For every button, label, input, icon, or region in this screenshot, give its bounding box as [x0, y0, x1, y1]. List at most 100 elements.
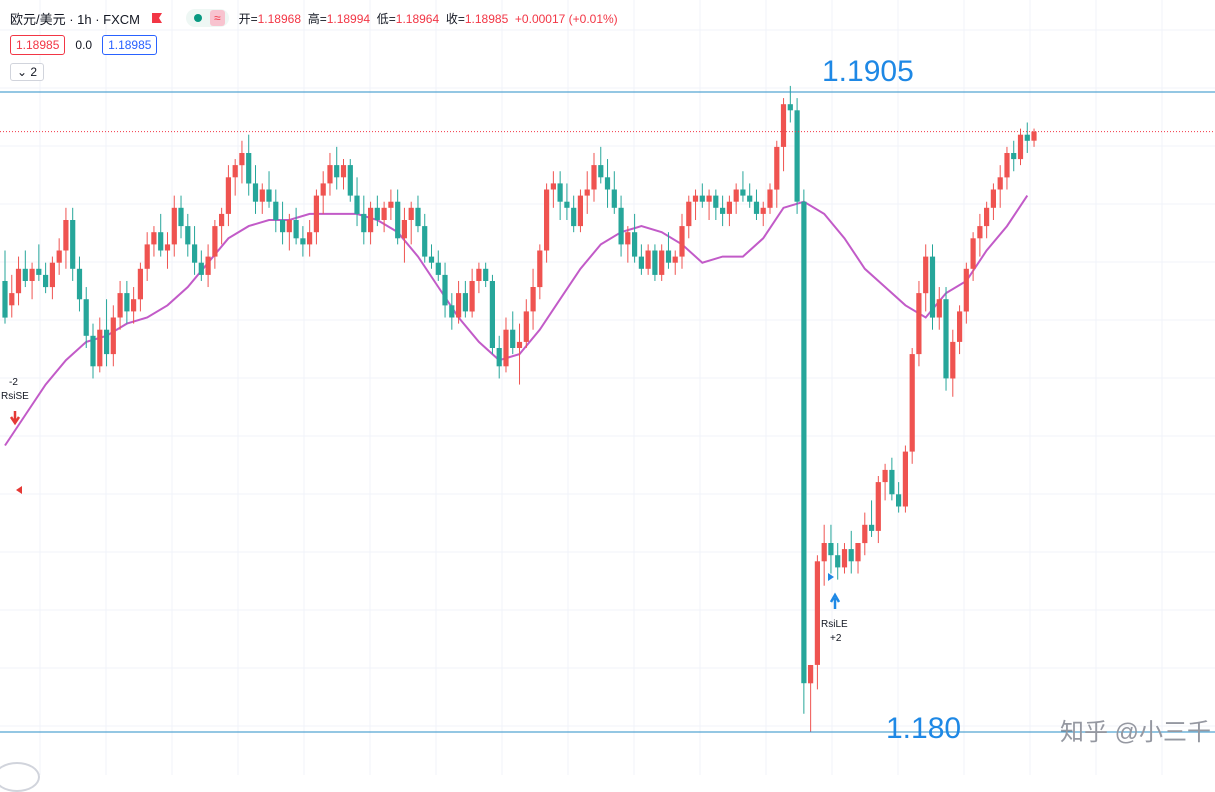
candle-body [219, 213, 225, 227]
candle-body [489, 281, 495, 348]
candle [124, 280, 130, 324]
candle-body [943, 299, 949, 379]
candle [476, 262, 482, 294]
candle [313, 189, 319, 245]
candle [855, 543, 861, 574]
symbol-title[interactable]: 欧元/美元 · 1h · FXCM [10, 11, 141, 27]
candle-body [63, 220, 69, 251]
candle [740, 171, 746, 202]
candle-body [368, 207, 374, 233]
candle [374, 195, 380, 227]
candle [381, 201, 387, 233]
market-status-pill[interactable]: ≈ [186, 9, 229, 27]
candle-body [557, 183, 563, 202]
candle [219, 207, 225, 245]
candle-body [280, 220, 286, 233]
candle [821, 524, 827, 586]
candle-body [361, 213, 367, 233]
candle [713, 189, 719, 220]
change-value: +0.00017 (+0.01%) [514, 11, 618, 26]
candle [510, 311, 516, 355]
candle [171, 195, 177, 257]
sell-price-button[interactable]: 1.18985 [10, 35, 66, 55]
candle [733, 183, 739, 214]
candle [164, 232, 171, 269]
candle-body [584, 189, 590, 196]
flag-icon[interactable] [152, 13, 163, 23]
candle [516, 323, 523, 385]
candle-body [740, 189, 746, 196]
candle-body [496, 348, 502, 367]
watermark: 知乎 @小三千 [1060, 719, 1212, 746]
candle [503, 317, 509, 373]
chart-grid [0, 0, 1215, 775]
candle-body [794, 110, 800, 202]
candle [347, 159, 353, 202]
candlestick-chart[interactable]: 1.1905 1.180 -2 RsiSE RsiLE +2 [0, 0, 1215, 775]
candle [266, 171, 272, 208]
candle [909, 348, 915, 464]
candle [49, 256, 55, 300]
candle-body [15, 268, 22, 294]
candle-body [598, 165, 604, 178]
close-label: 收= [445, 11, 465, 26]
candle [957, 305, 963, 355]
candle-body [828, 543, 834, 556]
candle-body [164, 244, 171, 251]
candle [835, 543, 841, 580]
candle-body [835, 555, 841, 568]
candle [449, 293, 455, 330]
candle-body [422, 226, 428, 257]
candle [869, 500, 875, 537]
candle-body [9, 293, 15, 306]
candle [83, 287, 89, 348]
candle [571, 195, 577, 233]
candle-body [286, 220, 292, 233]
indicators-toggle-button[interactable]: ⌄ 2 [10, 63, 45, 81]
scroll-corner-icon[interactable] [0, 762, 40, 792]
candle [943, 287, 949, 391]
candle-body [970, 238, 976, 269]
candle [530, 268, 536, 330]
candle-body [963, 268, 969, 312]
candle [489, 274, 495, 355]
candle [63, 207, 69, 269]
candle [984, 201, 990, 239]
candle-body [313, 195, 319, 233]
candle [90, 323, 96, 379]
candle [131, 287, 137, 324]
candle [814, 555, 820, 690]
candle-body [2, 281, 8, 318]
candle [598, 146, 604, 184]
candle-body [990, 189, 996, 208]
open-label: 开= [238, 11, 258, 26]
low-label: 低= [376, 11, 396, 26]
candle [544, 183, 550, 263]
candle-body [90, 335, 96, 367]
candle [659, 244, 665, 281]
candle [774, 140, 780, 208]
buy-price-button[interactable]: 1.18985 [102, 35, 158, 55]
candle [29, 262, 35, 300]
candle-body [625, 232, 631, 245]
candle [43, 262, 49, 294]
candle-body [645, 250, 651, 269]
candle-body [131, 299, 137, 312]
candle-body [706, 195, 712, 202]
buy-marker-icon [828, 573, 834, 581]
candle [435, 250, 441, 281]
candle [415, 195, 421, 233]
candle [808, 664, 814, 732]
candle-body [902, 451, 908, 507]
candle-body [618, 207, 624, 245]
candle-body [137, 268, 143, 300]
candle-body [198, 262, 204, 275]
candle [307, 220, 313, 257]
candle [300, 226, 306, 257]
candle-body [652, 250, 658, 275]
candle-body [957, 311, 963, 342]
candle-body [354, 195, 360, 214]
candle-body [76, 268, 83, 300]
candle-body [300, 238, 306, 245]
candle-body [29, 268, 35, 281]
